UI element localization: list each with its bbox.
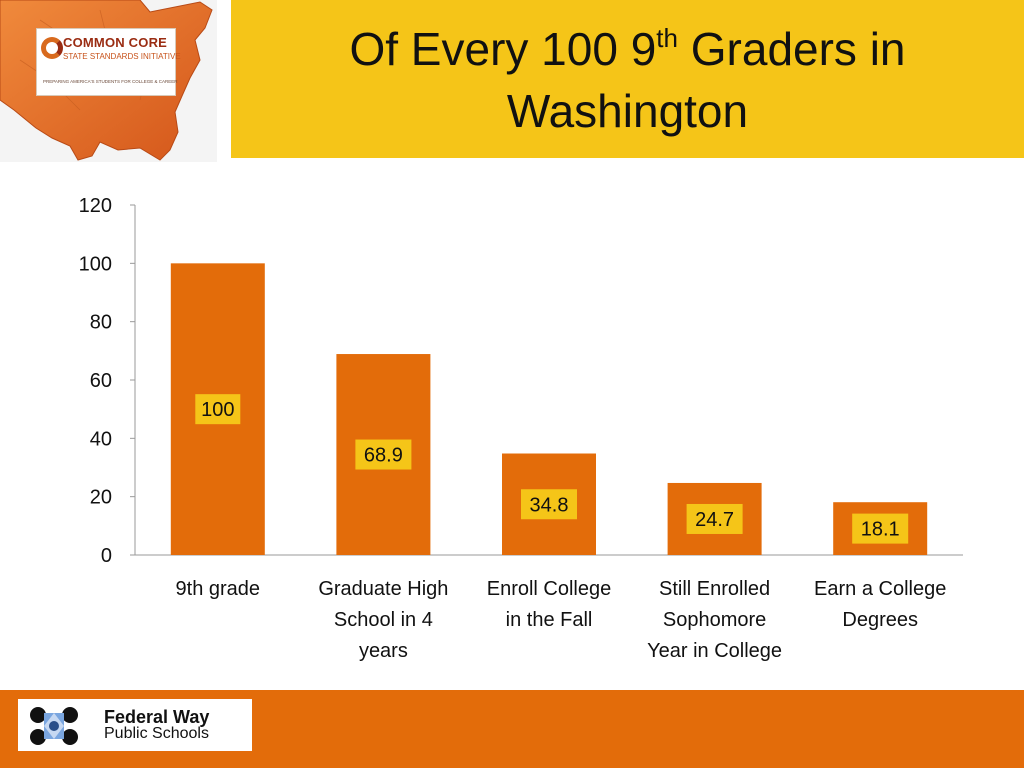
category-label: Graduate High School in 4 years — [303, 574, 463, 667]
y-tick-label: 0 — [101, 545, 112, 567]
category-label-line: School in 4 — [333, 609, 433, 631]
slide-title: Of Every 100 9th Graders in Washington — [231, 18, 1024, 142]
data-label-box — [852, 513, 909, 544]
federal-way-logo: Federal Way Public Schools — [18, 699, 252, 751]
category-label-line: Year in College — [647, 640, 783, 662]
category-label-line: 9th grade — [175, 578, 261, 600]
title-text-part1: Of Every 100 9 — [349, 23, 657, 75]
category-label: Enroll College in the Fall — [469, 574, 629, 636]
category-label: Earn a College Degrees — [800, 574, 960, 636]
category-label: 9th grade — [138, 574, 298, 605]
y-tick-label: 20 — [90, 487, 112, 509]
data-label-box — [686, 503, 743, 534]
category-label-line: Graduate High — [318, 578, 449, 600]
data-labels: 100 68.9 34.8 24.7 18.1 — [195, 394, 909, 544]
data-label: 18.1 — [861, 519, 900, 541]
bar-chart: 0 20 40 60 80 100 120 100 68.9 34.8 24.7 18.1 — [79, 195, 963, 567]
data-label: 34.8 — [530, 494, 569, 516]
y-tick-label: 60 — [90, 370, 112, 392]
category-label-line: in the Fall — [505, 609, 593, 631]
category-label-line: Sophomore — [662, 609, 767, 631]
title-text-line2: Washington — [506, 85, 749, 137]
federal-way-name: Federal Way — [104, 707, 210, 727]
common-core-logo-subtitle: STATE STANDARDS INITIATIVE — [63, 52, 181, 61]
y-tick-label: 120 — [79, 195, 112, 217]
data-label: 100 — [201, 399, 234, 421]
data-label-box — [521, 489, 577, 520]
category-label-line: Enroll College — [486, 578, 612, 600]
y-tick-label: 80 — [90, 312, 112, 334]
category-label-line: Degrees — [842, 609, 918, 631]
data-label: 68.9 — [364, 445, 403, 467]
y-tick-label: 100 — [79, 253, 112, 275]
common-core-logo: COMMON CORE STATE STANDARDS INITIATIVE P… — [36, 28, 181, 96]
category-label-line: Earn a College — [814, 578, 947, 600]
data-label: 24.7 — [695, 509, 734, 531]
category-label-line: Still Enrolled — [659, 578, 771, 600]
common-core-map-panel: COMMON CORE STATE STANDARDS INITIATIVE P… — [0, 0, 217, 162]
common-core-logo-name: COMMON CORE — [63, 35, 168, 50]
common-core-logo-tagline: PREPARING AMERICA'S STUDENTS FOR COLLEGE… — [43, 79, 178, 84]
federal-way-emblem-icon — [30, 707, 78, 745]
common-core-mark-icon — [41, 37, 63, 59]
category-label-line: years — [358, 640, 408, 662]
title-text-part2: Graders in — [677, 23, 906, 75]
title-bar: Of Every 100 9th Graders in Washington — [231, 0, 1024, 158]
data-label-box — [355, 439, 412, 470]
title-superscript: th — [656, 23, 678, 53]
category-label: Still Enrolled Sophomore Year in College — [635, 574, 795, 667]
data-label-box — [195, 394, 241, 425]
federal-way-subtitle: Public Schools — [104, 725, 209, 742]
y-tick-label: 40 — [90, 428, 112, 450]
